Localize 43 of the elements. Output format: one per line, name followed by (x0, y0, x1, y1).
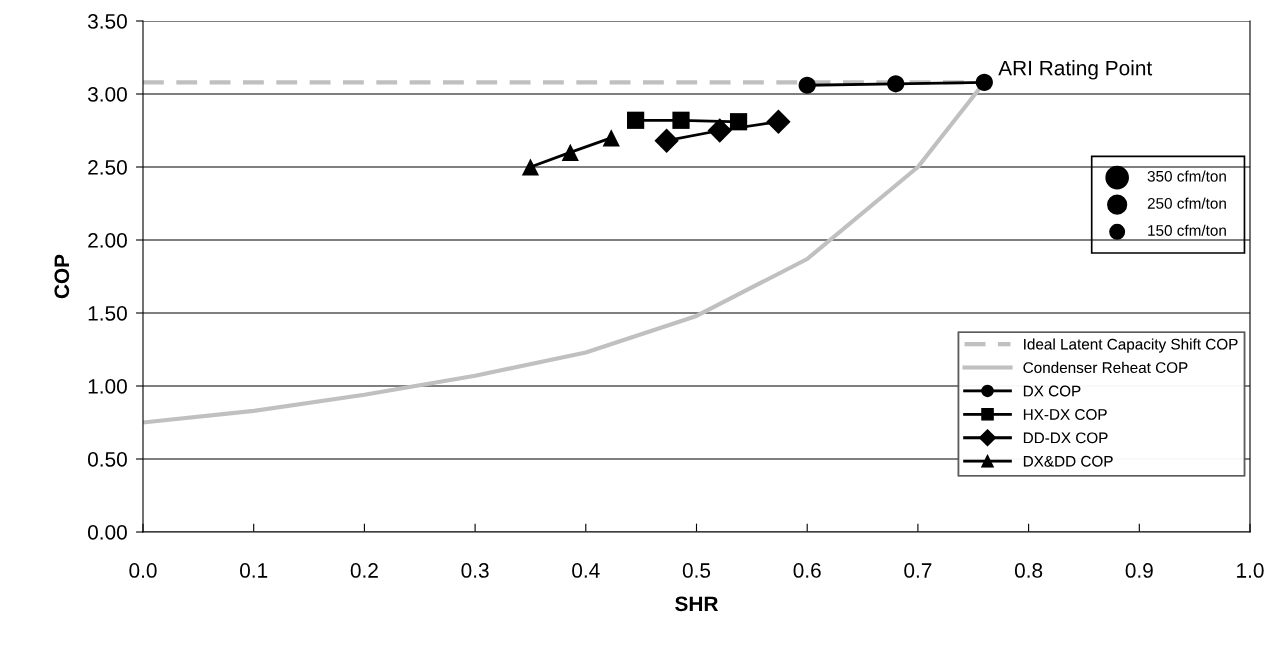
point (887, 75, 905, 93)
x-tick-label: 1.0 (1237, 563, 1264, 578)
x-tick-label: 0.9 (1125, 563, 1153, 578)
legend-label: DX&DD COP (1023, 455, 1113, 467)
y-tick-label: 2.50 (88, 160, 127, 175)
legend-label: DD-DX COP (1023, 432, 1108, 444)
point (798, 76, 816, 94)
y-tick-label: 1.00 (88, 379, 127, 394)
point (707, 118, 732, 143)
point (975, 73, 993, 91)
point (766, 109, 791, 134)
legend-label: Condenser Reheat COP (1023, 361, 1188, 374)
legend-label: DX COP (1023, 385, 1081, 397)
legend-label: HX-DX COP (1023, 409, 1107, 420)
annotation: 250 cfm/ton (1147, 197, 1226, 209)
x-tick-label: 0.1 (240, 563, 268, 578)
annotation: 150 cfm/ton (1148, 224, 1226, 236)
x-axis-title: SHR (675, 596, 719, 612)
point (654, 128, 679, 153)
point (672, 111, 690, 129)
x-tick-label: 0.0 (129, 563, 157, 578)
point (602, 129, 620, 147)
x-tick-label: 0.6 (793, 563, 821, 578)
point (561, 143, 579, 162)
y-tick-label: 0.50 (87, 452, 127, 467)
x-tick-label: 0.8 (1014, 563, 1043, 578)
y-tick-label: 3.00 (87, 87, 127, 102)
point (521, 158, 540, 176)
annotation: ARI Rating Point (998, 60, 1153, 80)
y-tick-label: 2.00 (88, 233, 127, 248)
y-tick-label: 1.50 (88, 306, 127, 321)
x-tick-label: 0.3 (461, 563, 489, 578)
point (627, 111, 645, 129)
point (729, 113, 748, 131)
y-tick-label: 3.50 (87, 14, 127, 29)
y-tick-label: 0.00 (87, 525, 127, 540)
legend-label: Ideal Latent Capacity Shift COP (1024, 338, 1238, 353)
annotation: 350 cfm/ton (1147, 170, 1226, 182)
x-tick-label: 0.4 (572, 563, 600, 578)
x-tick-label: 0.2 (350, 563, 378, 578)
y-axis-title: COP (54, 254, 70, 299)
x-tick-label: 0.5 (682, 563, 711, 578)
x-tick-label: 0.7 (904, 563, 932, 578)
